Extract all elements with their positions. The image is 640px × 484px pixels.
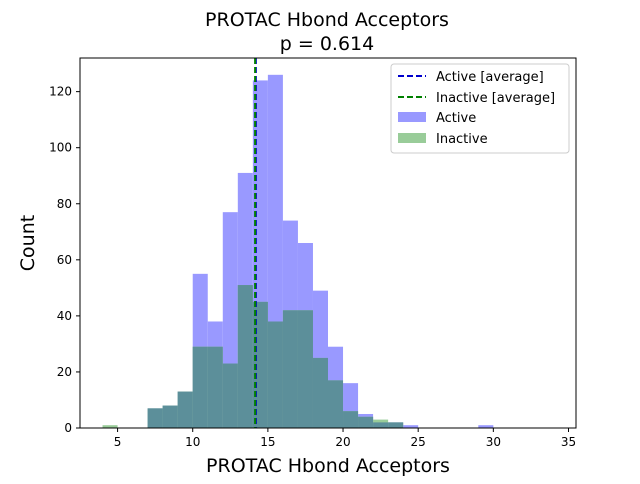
legend-swatch-active [398,112,426,122]
legend-swatch-inactive [398,133,426,143]
overlap-bar [162,405,178,428]
x-tick-label: 25 [411,435,426,449]
overlap-bar [267,321,283,428]
overlap-bar [358,416,374,428]
chart-title: PROTAC Hbond Acceptors [205,9,449,31]
x-tick-label: 15 [260,435,275,449]
plot-frame [79,57,577,429]
overlap-bar [192,346,208,428]
y-tick-label: 100 [49,141,72,155]
average-lines [254,58,257,428]
overlap-bar [343,411,359,428]
x-tick-label: 5 [114,435,122,449]
y-tick-label: 60 [57,253,72,267]
overlap-bar [282,310,298,428]
legend-label-inactive-average: Inactive [average] [436,91,555,106]
legend-label-active: Active [436,111,476,126]
active-bar [478,425,494,428]
overlap-bar [222,363,238,428]
y-axis-label: Count [17,215,39,271]
legend-label-inactive: Inactive [436,132,488,147]
overlap-bar [207,346,223,428]
legend-box [390,63,570,154]
overlap-bar [237,285,253,428]
legend-label-active-average: Active [average] [436,70,544,85]
x-tick-label: 30 [486,435,501,449]
x-axis-ticks: 5 10 15 20 25 30 35 [114,428,576,449]
overlap-bar [177,391,193,428]
x-axis-label: PROTAC Hbond Acceptors [206,455,450,477]
y-tick-label: 0 [64,421,72,435]
y-tick-label: 120 [49,85,72,99]
overlap-bar [373,422,389,428]
overlap-bar [312,357,328,428]
overlap-bar [328,380,344,428]
y-axis-ticks: 0 20 40 60 80 100 120 [49,85,80,435]
overlap-bar [297,310,313,428]
inactive-bar [102,425,118,428]
y-tick-label: 20 [57,365,72,379]
legend: Active [average] Inactive [average] Acti… [390,63,570,154]
x-tick-label: 35 [561,435,576,449]
chart-subtitle: p = 0.614 [280,33,374,55]
active-bar [403,425,419,428]
x-tick-label: 20 [335,435,350,449]
x-tick-label: 10 [185,435,200,449]
overlap-bar [388,422,404,428]
overlap-bar [147,408,163,428]
y-tick-label: 40 [57,309,72,323]
y-tick-label: 80 [57,197,72,211]
